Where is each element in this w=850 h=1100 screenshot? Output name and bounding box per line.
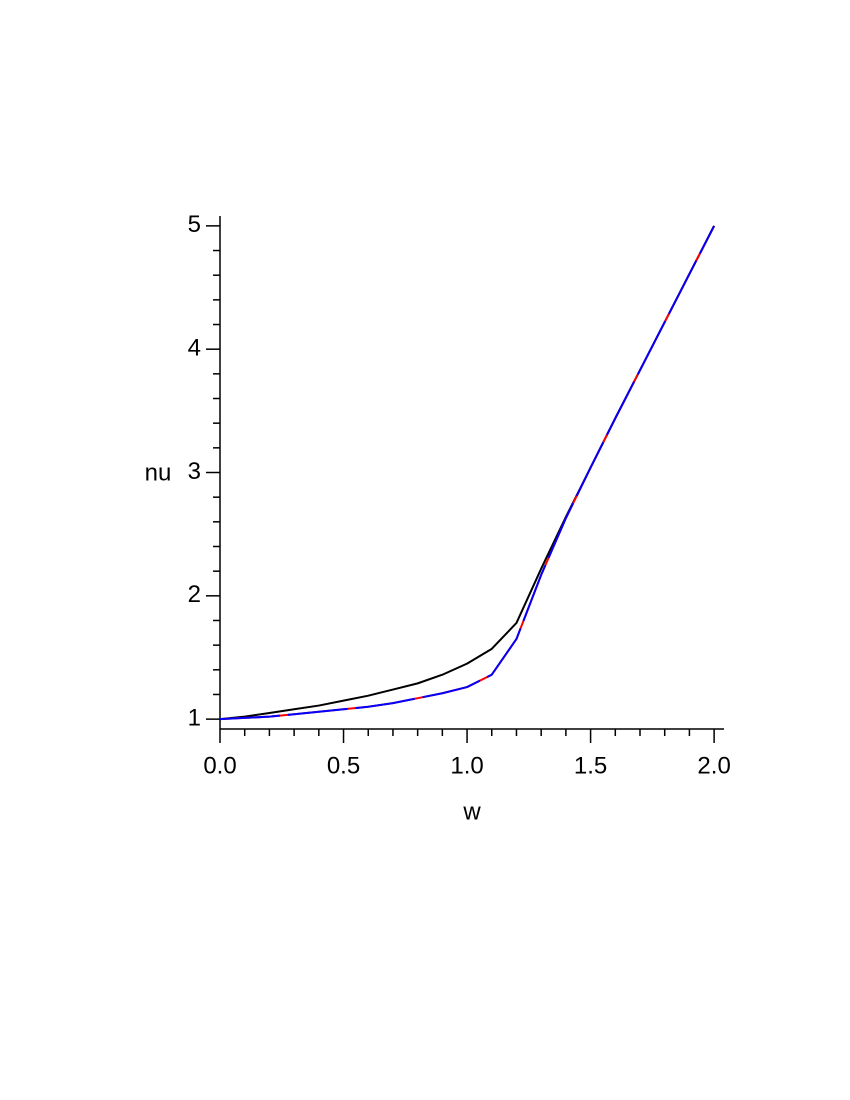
- y-tick-label: 2: [188, 581, 201, 608]
- series-line: [219, 225, 716, 721]
- y-tick-label: 4: [188, 335, 201, 362]
- x-tick-label: 1.5: [574, 752, 607, 779]
- x-axis-label: w: [462, 798, 481, 825]
- x-tick-label: 0.0: [203, 752, 236, 779]
- y-tick-label: 5: [188, 211, 201, 238]
- x-tick-label: 1.0: [450, 752, 483, 779]
- y-tick-label: 3: [188, 458, 201, 485]
- series-line: [219, 225, 716, 721]
- x-tick-label: 0.5: [327, 752, 360, 779]
- y-tick-label: 1: [188, 704, 201, 731]
- x-tick-label: 2.0: [697, 752, 730, 779]
- series-line: [219, 225, 716, 721]
- y-axis-label: nu: [145, 459, 172, 486]
